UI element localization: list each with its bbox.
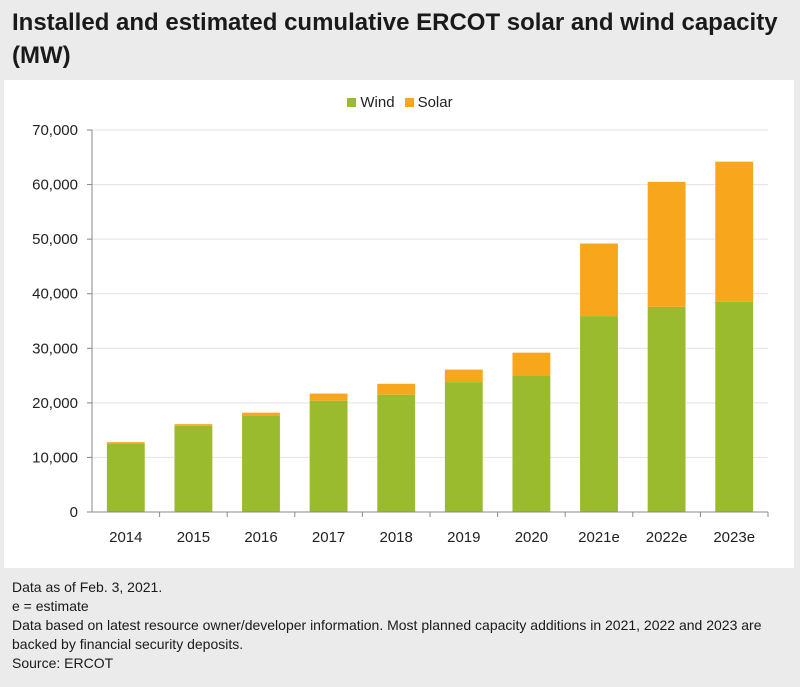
chart-title: Installed and estimated cumulative ERCOT… [12, 9, 778, 69]
bar-wind-2015 [174, 425, 213, 512]
bar-solar-2020 [512, 352, 551, 376]
bar-wind-2023e [715, 301, 754, 512]
legend: Wind Solar [0, 92, 800, 112]
x-tick-label: 2016 [244, 529, 277, 546]
bar-solar-2017 [309, 393, 348, 401]
bar-solar-2022e [647, 181, 686, 307]
footnote-source: Source: ERCOT [12, 655, 114, 671]
y-tick-label: 0 [70, 504, 78, 521]
bar-wind-2014 [106, 443, 145, 512]
plot-panel: 0 10,000 20,000 30,000 40,000 50,000 60,000 70,… [4, 80, 794, 568]
x-tick-label: 2017 [312, 529, 345, 546]
axes: 0 10,000 20,000 30,000 40,000 50,000 60,000 70,… [32, 122, 769, 546]
stacked-bar-chart: 0 10,000 20,000 30,000 40,000 50,000 60,000 70,… [32, 122, 769, 546]
y-tick-label: 70,000 [32, 122, 78, 139]
bar-solar-2023e [715, 161, 754, 302]
x-tick-label: 2018 [380, 529, 413, 546]
y-tick-label: 50,000 [32, 231, 78, 248]
bars [106, 161, 754, 512]
legend-label-solar: Solar [417, 93, 453, 111]
x-tick-label: 2022e [646, 529, 688, 546]
bar-wind-2020 [512, 375, 551, 512]
y-tick-label: 60,000 [32, 177, 78, 194]
bar-wind-2022e [647, 306, 686, 512]
legend-label-wind: Wind [360, 93, 395, 111]
y-tick-label: 40,000 [32, 286, 78, 303]
gridlines [92, 129, 768, 458]
bar-solar-2021e [580, 243, 618, 317]
x-tick-label: 2021e [578, 529, 620, 546]
x-tick-label: 2014 [109, 529, 142, 546]
bar-wind-2021e [580, 316, 618, 512]
bar-solar-2018 [377, 383, 416, 395]
bar-wind-2017 [309, 400, 348, 512]
y-tick-label: 20,000 [32, 395, 78, 412]
bar-wind-2019 [444, 382, 483, 512]
footnote-data-basis: Data based on latest resource owner/deve… [12, 617, 762, 652]
bar-solar-2015 [174, 424, 213, 426]
bar-solar-2014 [106, 442, 145, 444]
x-tick-label: 2020 [515, 529, 548, 546]
footnote-estimate: e = estimate [12, 598, 89, 614]
x-tick-label: 2023e [713, 529, 755, 546]
y-tick-label: 10,000 [32, 449, 78, 466]
legend-item-solar: Solar [404, 93, 453, 111]
x-tick-label: 2019 [447, 529, 480, 546]
y-tick-label: 30,000 [32, 340, 78, 357]
bar-wind-2016 [242, 415, 280, 512]
legend-item-wind: Wind [347, 93, 395, 111]
x-tick-label: 2015 [177, 529, 210, 546]
footnote-data-date: Data as of Feb. 3, 2021. [12, 579, 163, 595]
legend-swatch-wind [347, 97, 357, 107]
bar-solar-2019 [444, 369, 483, 383]
legend-swatch-solar [404, 97, 414, 107]
footnotes: Data as of Feb. 3, 2021. e = estimate Da… [12, 578, 792, 673]
bar-wind-2018 [377, 394, 416, 512]
bar-solar-2016 [242, 412, 280, 416]
